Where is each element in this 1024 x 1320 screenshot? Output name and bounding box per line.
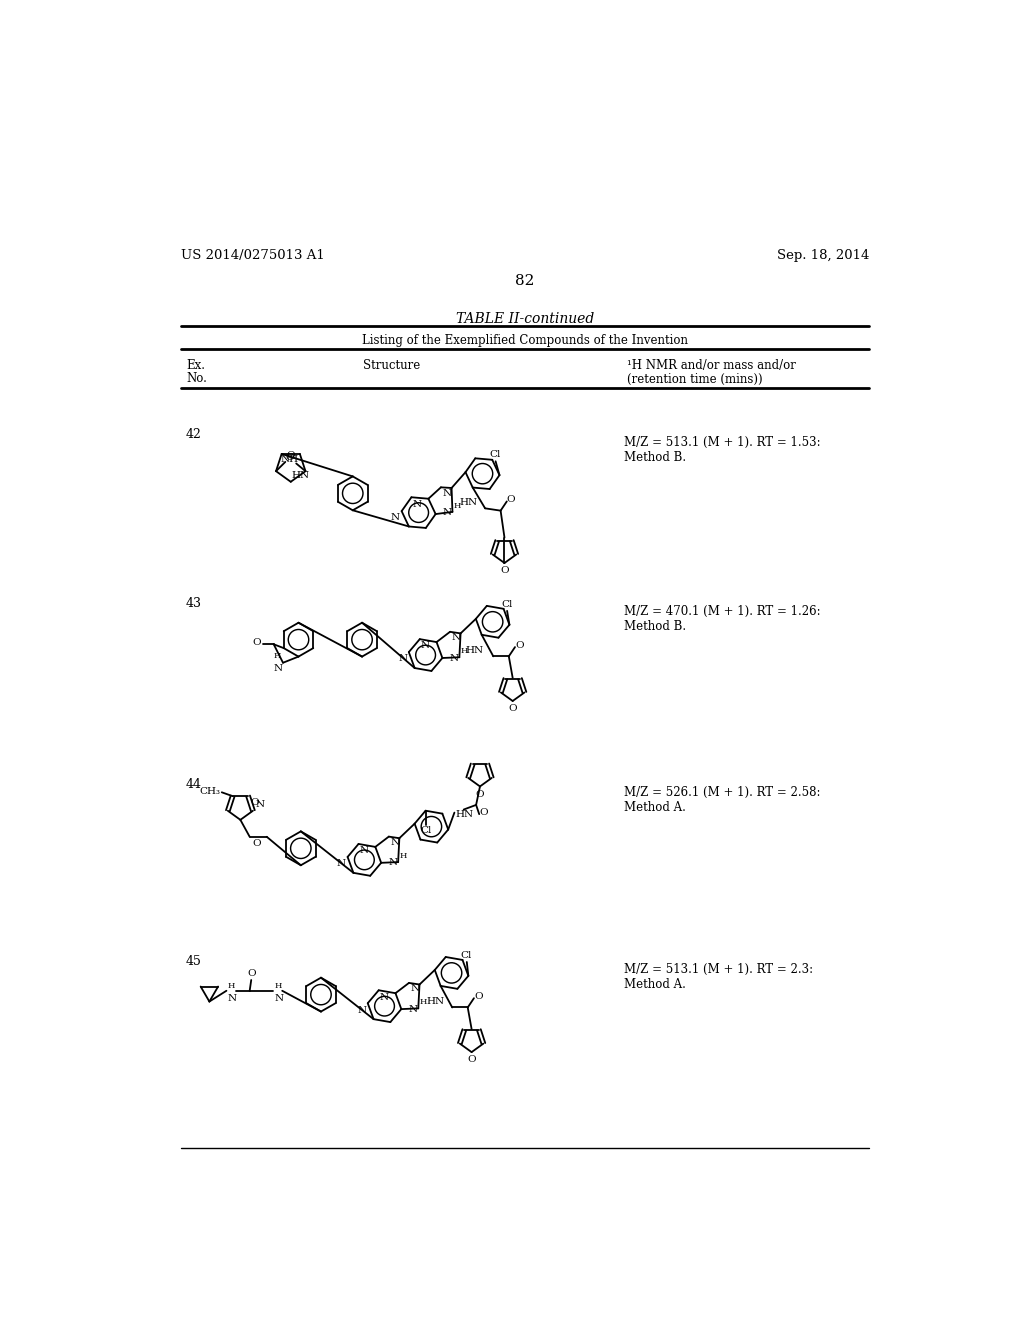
Text: O: O (476, 789, 484, 799)
Text: O: O (479, 808, 487, 817)
Text: TABLE II-continued: TABLE II-continued (456, 313, 594, 326)
Text: N: N (409, 1005, 418, 1014)
Text: NH: NH (281, 455, 298, 465)
Text: O: O (252, 840, 261, 847)
Text: N: N (357, 1006, 367, 1015)
Text: US 2014/0275013 A1: US 2014/0275013 A1 (180, 249, 325, 263)
Text: N: N (442, 488, 452, 498)
Text: O: O (500, 566, 509, 576)
Text: M/Z = 513.1 (M + 1). RT = 2.3:
Method A.: M/Z = 513.1 (M + 1). RT = 2.3: Method A. (624, 964, 813, 991)
Text: HN: HN (292, 471, 309, 480)
Text: O: O (507, 495, 515, 504)
Text: CH₃: CH₃ (200, 787, 220, 796)
Text: HN: HN (459, 499, 477, 507)
Text: Cl: Cl (461, 950, 472, 960)
Text: N: N (450, 653, 459, 663)
Text: H: H (420, 998, 427, 1006)
Text: H: H (273, 652, 281, 660)
Text: N: N (398, 655, 408, 664)
Text: Listing of the Exemplified Compounds of the Invention: Listing of the Exemplified Compounds of … (361, 334, 688, 347)
Text: N: N (421, 642, 430, 651)
Text: N: N (388, 858, 397, 867)
Text: N: N (380, 993, 388, 1002)
Text: O: O (247, 969, 256, 978)
Text: 42: 42 (186, 428, 202, 441)
Text: Ex.: Ex. (186, 359, 205, 372)
Text: O: O (286, 453, 294, 462)
Text: N: N (359, 846, 369, 855)
Text: M/Z = 526.1 (M + 1). RT = 2.58:
Method A.: M/Z = 526.1 (M + 1). RT = 2.58: Method A… (624, 785, 820, 814)
Text: O: O (251, 797, 259, 807)
Text: N: N (390, 838, 399, 847)
Text: O: O (467, 1055, 476, 1064)
Text: 82: 82 (515, 275, 535, 288)
Text: N: N (337, 859, 346, 869)
Text: N: N (391, 513, 400, 523)
Text: N: N (452, 634, 461, 643)
Text: 43: 43 (186, 597, 202, 610)
Text: HN: HN (426, 997, 444, 1006)
Text: ¹H NMR and/or mass and/or: ¹H NMR and/or mass and/or (627, 359, 796, 372)
Text: N: N (411, 985, 420, 994)
Text: M/Z = 513.1 (M + 1). RT = 1.53:
Method B.: M/Z = 513.1 (M + 1). RT = 1.53: Method B… (624, 436, 820, 463)
Text: N: N (273, 664, 283, 673)
Text: HN: HN (456, 809, 474, 818)
Text: 44: 44 (186, 779, 202, 791)
Text: O: O (508, 704, 517, 713)
Text: H: H (454, 502, 462, 510)
Text: No.: No. (186, 372, 207, 385)
Text: M/Z = 470.1 (M + 1). RT = 1.26:
Method B.: M/Z = 470.1 (M + 1). RT = 1.26: Method B… (624, 605, 820, 634)
Text: N: N (442, 508, 452, 517)
Text: HN: HN (466, 645, 484, 655)
Text: H: H (274, 982, 282, 990)
Text: H: H (461, 647, 468, 655)
Text: Sep. 18, 2014: Sep. 18, 2014 (776, 249, 869, 263)
Text: H: H (228, 982, 236, 990)
Text: O: O (515, 642, 523, 651)
Text: O: O (253, 639, 261, 647)
Text: Cl: Cl (489, 450, 501, 459)
Text: N: N (255, 800, 264, 809)
Text: Cl: Cl (420, 826, 431, 836)
Text: O: O (287, 451, 296, 461)
Text: N: N (413, 499, 421, 508)
Text: 45: 45 (186, 956, 202, 969)
Text: Cl: Cl (502, 599, 513, 609)
Text: Structure: Structure (362, 359, 420, 372)
Text: H: H (399, 851, 408, 859)
Text: N: N (228, 994, 238, 1003)
Text: (retention time (mins)): (retention time (mins)) (627, 372, 763, 385)
Text: N: N (274, 994, 284, 1003)
Text: O: O (474, 993, 482, 1002)
